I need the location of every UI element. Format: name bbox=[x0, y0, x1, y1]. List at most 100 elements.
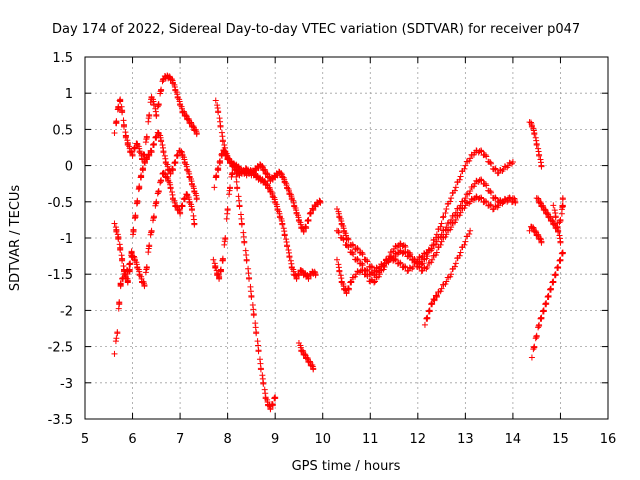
data-point bbox=[149, 96, 156, 103]
data-point bbox=[297, 342, 304, 349]
data-point bbox=[190, 183, 197, 190]
x-tick-label: 7 bbox=[176, 432, 184, 447]
chart-title: Day 174 of 2022, Sidereal Day-to-day VTE… bbox=[52, 22, 580, 37]
data-point bbox=[169, 79, 176, 86]
data-point bbox=[344, 242, 351, 249]
data-point bbox=[193, 195, 200, 202]
data-point bbox=[172, 158, 179, 165]
data-point bbox=[160, 148, 167, 155]
data-point bbox=[467, 155, 474, 162]
data-point bbox=[424, 263, 431, 270]
data-point bbox=[424, 253, 431, 260]
data-point bbox=[271, 395, 278, 402]
data-point bbox=[335, 228, 342, 235]
data-point bbox=[452, 260, 459, 267]
data-point bbox=[428, 301, 435, 308]
data-point bbox=[482, 152, 489, 159]
data-point bbox=[111, 130, 118, 137]
data-point bbox=[538, 162, 545, 169]
data-point bbox=[539, 308, 546, 315]
data-point bbox=[157, 132, 164, 139]
data-point bbox=[462, 162, 469, 169]
data-point bbox=[305, 216, 312, 223]
data-point bbox=[140, 278, 147, 285]
data-point bbox=[174, 93, 181, 100]
data-point bbox=[443, 278, 450, 285]
data-point bbox=[341, 227, 348, 234]
data-point bbox=[221, 241, 228, 248]
data-point bbox=[497, 199, 504, 206]
data-point bbox=[279, 220, 286, 227]
data-point bbox=[444, 227, 451, 234]
data-point bbox=[250, 311, 257, 318]
series-arc-d bbox=[210, 162, 279, 413]
data-point bbox=[286, 253, 293, 260]
data-point bbox=[468, 151, 475, 158]
data-point bbox=[359, 249, 366, 256]
data-point bbox=[497, 166, 504, 173]
data-point bbox=[333, 206, 340, 213]
data-point bbox=[463, 158, 470, 165]
data-point bbox=[463, 191, 470, 198]
data-point bbox=[179, 151, 186, 158]
data-point bbox=[555, 227, 562, 234]
data-point bbox=[153, 111, 160, 118]
data-point bbox=[338, 220, 345, 227]
data-point bbox=[192, 126, 199, 133]
data-point bbox=[349, 249, 356, 256]
data-point bbox=[467, 187, 474, 194]
data-point bbox=[535, 145, 542, 152]
x-tick-label: 15 bbox=[552, 432, 569, 447]
data-point bbox=[433, 231, 440, 238]
data-point bbox=[259, 162, 266, 169]
data-point bbox=[188, 206, 195, 213]
data-point bbox=[155, 187, 162, 194]
data-point bbox=[348, 278, 355, 285]
data-point bbox=[272, 394, 279, 401]
data-point bbox=[222, 235, 229, 241]
data-point bbox=[295, 212, 302, 219]
data-point bbox=[420, 264, 427, 271]
data-point bbox=[438, 220, 445, 227]
data-point bbox=[530, 346, 537, 353]
series-arc-f bbox=[212, 97, 319, 282]
data-point bbox=[382, 256, 389, 263]
data-point bbox=[154, 190, 161, 197]
data-point bbox=[354, 245, 361, 252]
data-point bbox=[457, 249, 464, 256]
data-point bbox=[214, 102, 221, 109]
data-point bbox=[533, 140, 540, 147]
x-tick-label: 16 bbox=[600, 432, 617, 447]
data-point bbox=[233, 173, 240, 180]
data-point bbox=[252, 320, 259, 327]
data-point bbox=[164, 161, 171, 168]
series-arc-o bbox=[533, 195, 566, 235]
data-point bbox=[221, 141, 228, 148]
data-point bbox=[448, 271, 455, 278]
data-point bbox=[135, 143, 142, 150]
data-point bbox=[547, 285, 554, 292]
data-point bbox=[149, 141, 156, 148]
data-point bbox=[457, 173, 464, 180]
data-point bbox=[150, 213, 157, 220]
data-point bbox=[336, 213, 343, 220]
data-point bbox=[259, 372, 266, 379]
data-point bbox=[148, 148, 155, 155]
series-arc-b bbox=[111, 129, 200, 286]
series-arc-j bbox=[333, 193, 516, 279]
data-point bbox=[152, 202, 159, 209]
data-point bbox=[487, 188, 494, 195]
data-point bbox=[278, 170, 285, 177]
data-point bbox=[535, 231, 542, 238]
data-point bbox=[158, 137, 165, 144]
data-point bbox=[254, 338, 261, 345]
data-point bbox=[448, 195, 455, 202]
data-point bbox=[253, 329, 260, 336]
data-point bbox=[378, 263, 385, 270]
data-point bbox=[482, 198, 489, 205]
data-point bbox=[463, 199, 470, 206]
y-tick-label: -3.5 bbox=[48, 413, 73, 428]
data-point bbox=[136, 148, 143, 155]
data-point bbox=[531, 130, 538, 137]
